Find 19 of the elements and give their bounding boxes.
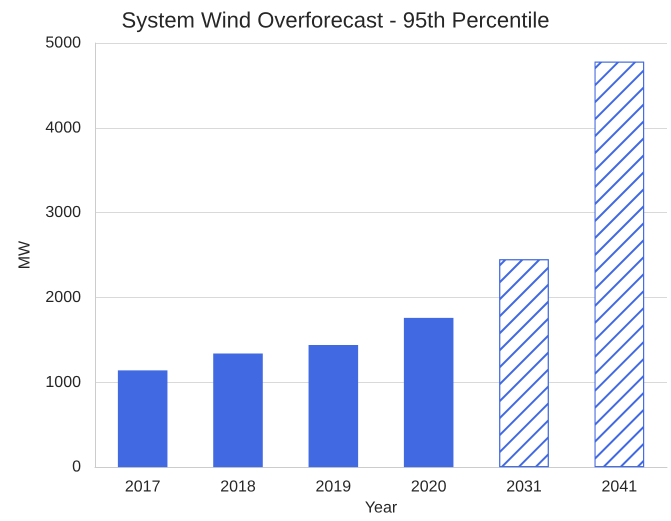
- y-tick-label: 0: [72, 458, 82, 476]
- y-tick-label: 1000: [45, 374, 82, 391]
- y-tick-label: 3000: [45, 204, 82, 222]
- y-tick-label: 5000: [45, 34, 82, 52]
- chart-title: System Wind Overforecast - 95th Percentile: [122, 8, 550, 32]
- x-tick-label: 2019: [316, 478, 352, 496]
- bar: [308, 344, 358, 468]
- x-tick-label: 2041: [602, 478, 638, 496]
- x-tick-label: 2020: [410, 478, 447, 496]
- bar: [404, 318, 454, 468]
- y-axis-title: MW: [16, 240, 34, 270]
- x-tick-label: 2017: [124, 478, 161, 496]
- x-axis-title: Year: [364, 500, 398, 516]
- bar: [118, 370, 168, 468]
- y-tick-label: 4000: [45, 119, 82, 136]
- bar: [213, 353, 263, 468]
- x-tick-label: 2031: [506, 478, 542, 496]
- x-tick-label: 2018: [220, 478, 256, 496]
- y-tick-label: 2000: [45, 288, 82, 306]
